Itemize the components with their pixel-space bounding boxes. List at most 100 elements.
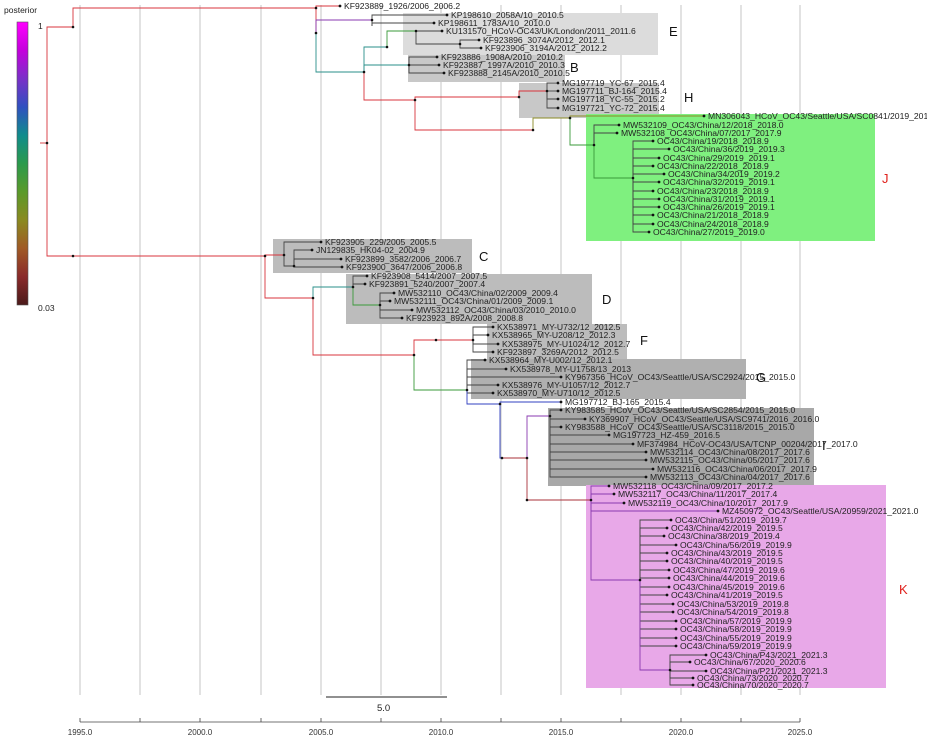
leaf-tip bbox=[556, 97, 560, 101]
clade-box-f bbox=[487, 324, 627, 361]
clade-label-e: E bbox=[669, 24, 678, 39]
tree-branch bbox=[363, 46, 387, 72]
leaf-tip bbox=[644, 458, 648, 462]
leaf-label: OC43/China/67/2020_2020.6 bbox=[694, 657, 806, 667]
clade-label-i: I bbox=[822, 438, 826, 453]
leaf-tip bbox=[667, 568, 671, 572]
leaf-tip bbox=[440, 29, 444, 33]
leaf-tip bbox=[477, 38, 481, 42]
internal-node bbox=[631, 176, 635, 180]
leaf-label: OC43/China/29/2019_2019.1 bbox=[663, 153, 775, 163]
tree-branches bbox=[40, 5, 718, 686]
leaf-label: OC43/China/42/2019_2019.5 bbox=[671, 523, 783, 533]
leaf-label: MW532119_OC43/China/10/2017_2017.9 bbox=[628, 498, 788, 508]
clade-box-h bbox=[519, 83, 659, 118]
leaf-tip bbox=[392, 291, 396, 295]
leaf-label: KY983585_HCoV_OC43/Seattle/USA/SC2854/20… bbox=[565, 405, 796, 415]
leaf-label: KF923908_5414/2007_2007.5 bbox=[371, 271, 487, 281]
leaf-tip bbox=[704, 653, 708, 657]
internal-node bbox=[531, 128, 535, 132]
clade-label-f: F bbox=[640, 333, 648, 348]
leaf-label: KY369907_HCoV_OC43/Seattle/USA/SC9741/20… bbox=[589, 414, 820, 424]
leaf-tip bbox=[674, 543, 678, 547]
leaf-tip bbox=[671, 602, 675, 606]
leaf-label: OC43/China/24/2018_2018.9 bbox=[657, 219, 769, 229]
leaf-label: OC43/China/53/2019_2019.8 bbox=[677, 599, 789, 609]
time-axis: 1995.0 2000.0 2005.0 2010.0 2015.0 2020.0 2025… bbox=[68, 718, 813, 737]
internal-node bbox=[282, 253, 286, 257]
leaf-label: OC43/China/55/2019_2019.9 bbox=[680, 633, 792, 643]
leaf-tip bbox=[644, 450, 648, 454]
internal-node bbox=[638, 578, 642, 582]
clade-box-b bbox=[408, 55, 565, 82]
leaf-tip bbox=[622, 501, 626, 505]
leaf-tip bbox=[657, 156, 661, 160]
leaf-label: KX538976_MY-U1057/12_2012.7 bbox=[502, 380, 630, 390]
leaf-label: OC43/China/34/2019_2019.2 bbox=[668, 169, 780, 179]
tree-branch bbox=[472, 334, 488, 340]
internal-node bbox=[362, 70, 366, 74]
leaf-tip bbox=[607, 484, 611, 488]
leaf-label: KX538975_MY-U1024/12_2012.7 bbox=[502, 339, 630, 349]
leaf-label: KY967356_HCoV_OC43/Seattle/USA/SC2924/20… bbox=[565, 372, 796, 382]
internal-node bbox=[465, 388, 469, 392]
internal-node bbox=[458, 42, 462, 46]
tree-branch bbox=[413, 339, 436, 355]
leaf-label: OC43/China/44/2019_2019.6 bbox=[673, 573, 785, 583]
leaf-tip bbox=[691, 676, 695, 680]
leaf-label: KF923896_3074A/2012_2012.1 bbox=[483, 35, 605, 45]
leaf-label: KF923906_3194A/2012_2012.2 bbox=[485, 43, 607, 53]
leaf-tip bbox=[667, 147, 671, 151]
leaf-tip bbox=[319, 240, 323, 244]
leaf-tip bbox=[410, 308, 414, 312]
leaf-label: KX538965_MY-U208/12_2012.3 bbox=[492, 330, 616, 340]
leaf-label: OC43/China/56/2019_2019.9 bbox=[680, 540, 792, 550]
leaf-label: OC43/China/P21/2021_2021.3 bbox=[710, 666, 828, 676]
leaf-label: KF923891_5240/2007_2007.4 bbox=[369, 279, 485, 289]
clade-box-i bbox=[548, 408, 814, 486]
internal-node bbox=[545, 89, 549, 93]
leaf-tip bbox=[657, 197, 661, 201]
leaf-label: MG197719_YC-67_2015.4 bbox=[562, 78, 665, 88]
leaf-tip bbox=[651, 189, 655, 193]
internal-node bbox=[568, 116, 572, 120]
leaf-label: OC43/China/59/2019_2019.9 bbox=[680, 641, 792, 651]
clade-labels: E B H J C D F G I K bbox=[479, 24, 908, 597]
clade-box-e bbox=[403, 13, 658, 55]
tree-branch bbox=[632, 173, 664, 178]
tree-branch bbox=[408, 65, 444, 74]
leaf-label: OC43/China/27/2019_2019.0 bbox=[653, 227, 765, 237]
tree-branch bbox=[518, 90, 547, 97]
leaf-tip bbox=[674, 644, 678, 648]
internal-node bbox=[500, 456, 504, 460]
leaf-label: OC43/China/26/2019_2019.1 bbox=[663, 202, 775, 212]
axis-tick-label: 1995.0 bbox=[68, 728, 93, 737]
leaf-tip bbox=[688, 660, 692, 664]
leaf-label: MG197718_YC-55_2015.2 bbox=[562, 94, 665, 104]
leaf-tip bbox=[432, 21, 436, 25]
leaf-label: OC43/China/57/2019_2019.9 bbox=[680, 616, 792, 626]
axis-tick-label: 2020.0 bbox=[669, 728, 694, 737]
leaf-label: KP198611_1783A/10_2010.0 bbox=[438, 18, 550, 28]
tree-branch bbox=[459, 44, 481, 49]
leaf-tip bbox=[651, 467, 655, 471]
tree-branch bbox=[72, 7, 316, 27]
leaf-tip bbox=[491, 350, 495, 354]
leaf-label: MW532111_OC43/China/01/2009_2009.1 bbox=[394, 296, 553, 306]
internal-node bbox=[378, 303, 382, 307]
internal-node bbox=[592, 143, 596, 147]
leaf-label: KU131570_HCoV-OC43/UK/London/2011_2011.6 bbox=[446, 26, 636, 36]
leaf-tip bbox=[556, 81, 560, 85]
tree-branch bbox=[312, 286, 353, 298]
leaf-label: KF923897_3269A/2012_2012.5 bbox=[497, 347, 619, 357]
leaf-tip bbox=[651, 222, 655, 226]
clade-box-g bbox=[471, 359, 746, 399]
leaf-label: OC43/China/P43/2021_2021.3 bbox=[710, 650, 828, 660]
leaf-label: MW532117_OC43/China/11/2017_2017.4 bbox=[618, 489, 777, 499]
tree-branch bbox=[46, 26, 73, 143]
legend-max-label: 1 bbox=[38, 21, 43, 31]
internal-node bbox=[71, 254, 75, 258]
leaf-tip bbox=[647, 230, 651, 234]
leaf-tip bbox=[665, 593, 669, 597]
leaf-label: MW532116_OC43/China/06/2017_2017.9 bbox=[657, 464, 817, 474]
